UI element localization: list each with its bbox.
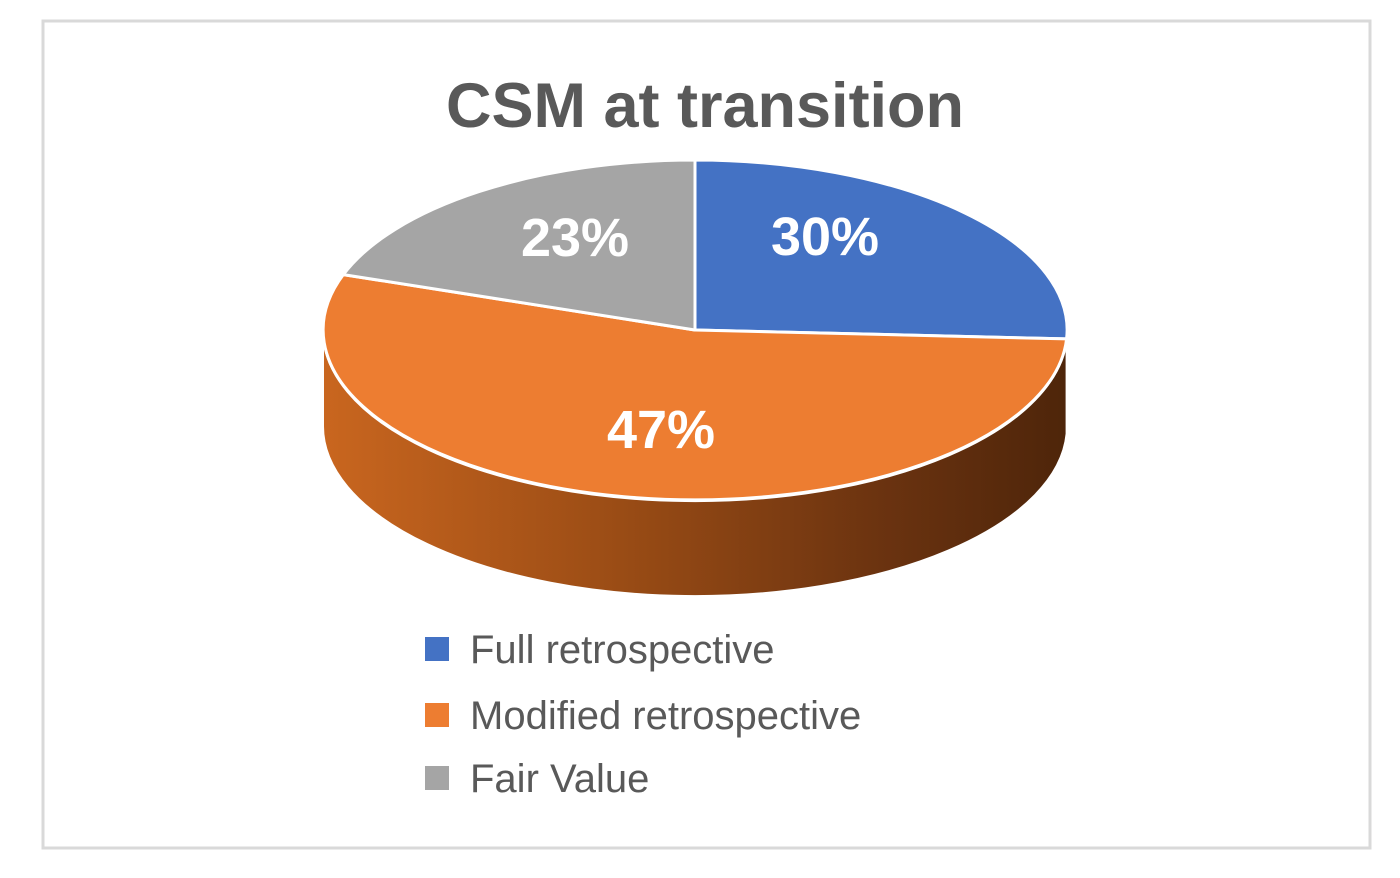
- legend-swatch-fair-value: [425, 766, 449, 790]
- pie-slice-full-retrospective: [693, 158, 1069, 341]
- legend-item-modified-retrospective: Modified retrospective: [425, 694, 861, 738]
- data-label-full-retrospective: 30%: [771, 207, 879, 267]
- legend-label-fair-value: Fair Value: [470, 757, 649, 801]
- data-label-modified-retrospective: 47%: [607, 400, 715, 460]
- legend-swatch-modified-retrospective: [425, 703, 449, 727]
- legend-item-fair-value: Fair Value: [425, 757, 649, 801]
- legend-swatch-full-retrospective: [425, 637, 449, 661]
- pie-slice-fair-value: [341, 158, 697, 332]
- chart-title: CSM at transition: [446, 71, 964, 141]
- legend-label-full-retrospective: Full retrospective: [470, 628, 775, 672]
- data-label-fair-value: 23%: [521, 208, 629, 268]
- pie-slice-modified-retrospective: [321, 273, 1069, 502]
- legend-item-full-retrospective: Full retrospective: [425, 628, 775, 672]
- chart-legend: Full retrospective Modified retrospectiv…: [425, 628, 861, 801]
- legend-label-modified-retrospective: Modified retrospective: [470, 694, 861, 738]
